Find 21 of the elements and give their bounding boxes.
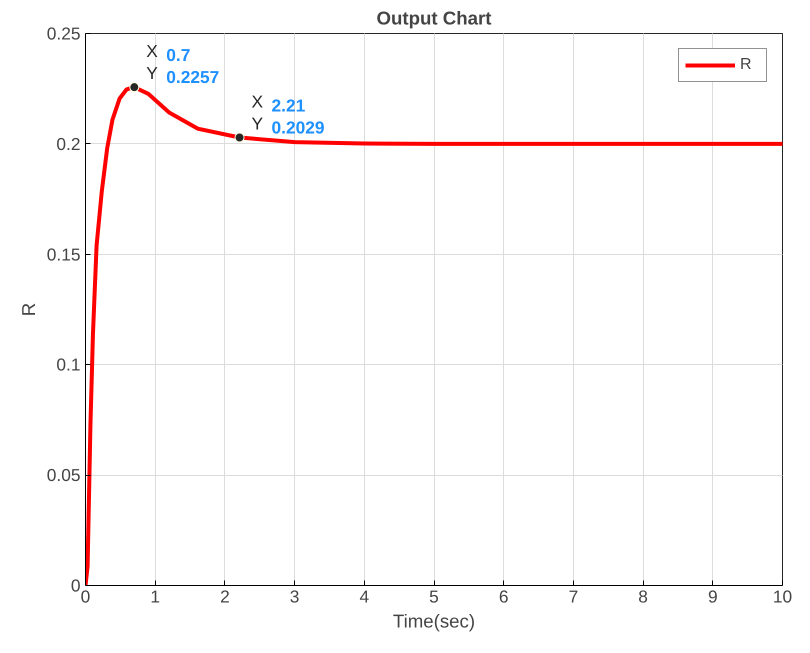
x-tick-label: 3 [290,586,300,606]
annotation: X 0.7 Y 0.2257 [146,41,220,88]
x-tick-label: 9 [708,586,718,606]
y-axis-title: R [18,302,39,316]
y-tick-label: 0.25 [46,24,81,44]
x-tick-label: 4 [359,586,370,606]
x-tick-label: 6 [498,586,509,606]
legend-label: R [740,56,753,74]
x-tick-label: 1 [150,586,160,606]
y-tick-label: 0.2 [56,134,81,154]
y-tick-label: 0.1 [56,354,81,375]
x-tick-label: 10 [772,586,792,606]
x-tick-label: 5 [429,586,439,606]
x-axis-title: Time(sec) [392,610,476,632]
y-tick-label: 0.05 [46,465,81,486]
x-tick-label: 8 [638,586,648,606]
y-tick-label: 0.15 [46,244,81,264]
x-tick-label: 7 [568,586,578,606]
x-tick-label: 2 [220,586,230,606]
annotation: X 2.21 Y 0.2029 [252,91,325,138]
chart-title: Output Chart [376,8,492,28]
